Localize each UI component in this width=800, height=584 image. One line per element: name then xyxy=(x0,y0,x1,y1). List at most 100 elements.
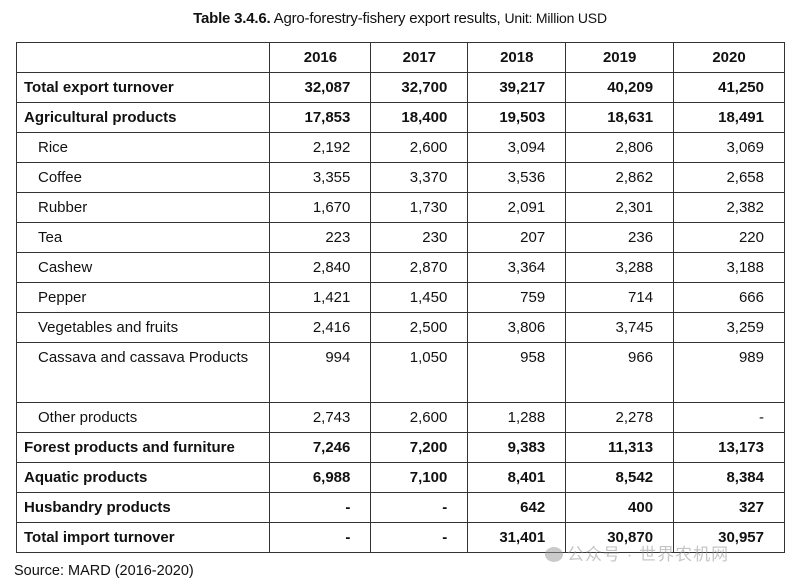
value-cell: 1,288 xyxy=(467,402,567,433)
row-label: Cassava and cassava Products xyxy=(15,342,271,403)
row-label: Coffee xyxy=(15,162,271,193)
value-cell: - xyxy=(269,492,372,523)
value-cell: 230 xyxy=(370,222,469,253)
row-label: Other products xyxy=(15,402,271,433)
row-label: Husbandry products xyxy=(15,492,271,523)
value-cell: 30,870 xyxy=(565,522,675,553)
value-cell: 18,631 xyxy=(565,102,675,133)
value-cell: 207 xyxy=(467,222,567,253)
value-cell: 714 xyxy=(565,282,675,313)
value-cell: 6,988 xyxy=(269,462,372,493)
value-cell: 1,421 xyxy=(269,282,372,313)
value-cell: 994 xyxy=(269,342,372,403)
value-cell: - xyxy=(370,492,469,523)
row-label: Cashew xyxy=(15,252,271,283)
table-row: Coffee 3,355 3,370 3,536 2,862 2,658 xyxy=(15,162,785,193)
table-row: Pepper 1,421 1,450 759 714 666 xyxy=(15,282,785,313)
value-cell: 18,491 xyxy=(673,102,785,133)
header-cell: 2019 xyxy=(565,42,675,73)
value-cell: 2,278 xyxy=(565,402,675,433)
value-cell: 3,288 xyxy=(565,252,675,283)
table-row: Vegetables and fruits 2,416 2,500 3,806 3,74… xyxy=(15,312,785,343)
row-label: Forest products and furniture xyxy=(15,432,271,463)
value-cell: 41,250 xyxy=(673,72,785,103)
watermark: 公众号 · 世界农机网 xyxy=(545,540,729,565)
table-row: Husbandry products - -642 400 327 xyxy=(15,492,785,523)
value-cell: 1,450 xyxy=(370,282,469,313)
value-cell: 30,957 xyxy=(673,522,785,553)
table-row: Total export turnover 32,087 32,700 39,217 4… xyxy=(15,72,785,103)
table-row: Other products 2,743 2,600 1,288 2,278- xyxy=(15,402,785,433)
value-cell: 18,400 xyxy=(370,102,469,133)
value-cell: 3,069 xyxy=(673,132,785,163)
value-cell: 3,364 xyxy=(467,252,567,283)
row-label: Tea xyxy=(15,222,271,253)
value-cell: 3,094 xyxy=(467,132,567,163)
value-cell: 966 xyxy=(565,342,675,403)
value-cell: 2,091 xyxy=(467,192,567,223)
value-cell: 17,853 xyxy=(269,102,372,133)
watermark-text: 公众号 · 世界农机网 xyxy=(567,545,730,564)
row-label: Aquatic products xyxy=(15,462,271,493)
value-cell: 3,806 xyxy=(467,312,567,343)
table-row: Total import turnover - -31,401 30,870 30,95… xyxy=(15,522,785,553)
value-cell: - xyxy=(269,522,372,553)
value-cell: 2,382 xyxy=(673,192,785,223)
header-cell: 2020 xyxy=(673,42,785,73)
value-cell: 327 xyxy=(673,492,785,523)
row-label: Pepper xyxy=(15,282,271,313)
table-caption: Table 3.4.6. Agro-forestry-fishery expor… xyxy=(0,10,800,27)
value-cell: 3,536 xyxy=(467,162,567,193)
value-cell: 2,658 xyxy=(673,162,785,193)
value-cell: 8,542 xyxy=(565,462,675,493)
value-cell: 2,862 xyxy=(565,162,675,193)
value-cell: 2,192 xyxy=(269,132,372,163)
table-row: Tea 223 230 207 236 220 xyxy=(15,222,785,253)
value-cell: 3,188 xyxy=(673,252,785,283)
table-row: Cashew 2,840 2,870 3,364 3,288 3,188 xyxy=(15,252,785,283)
value-cell: 7,246 xyxy=(269,432,372,463)
value-cell: 1,670 xyxy=(269,192,372,223)
value-cell: 32,087 xyxy=(269,72,372,103)
value-cell: 989 xyxy=(673,342,785,403)
value-cell: 759 xyxy=(467,282,567,313)
value-cell: 19,503 xyxy=(467,102,567,133)
table-row: Forest products and furniture 7,246 7,200 9… xyxy=(15,432,785,463)
value-cell: 223 xyxy=(269,222,372,253)
value-cell: 2,500 xyxy=(370,312,469,343)
value-cell: 1,050 xyxy=(370,342,469,403)
value-cell: - xyxy=(370,522,469,553)
header-cell xyxy=(15,42,271,73)
table-row: Agricultural products 17,853 18,400 19,503 1… xyxy=(15,102,785,133)
value-cell: 9,383 xyxy=(467,432,567,463)
value-cell: 2,743 xyxy=(269,402,372,433)
value-cell: 220 xyxy=(673,222,785,253)
value-cell: 666 xyxy=(673,282,785,313)
row-label: Rubber xyxy=(15,192,271,223)
row-label: Total import turnover xyxy=(15,522,271,553)
value-cell: 1,730 xyxy=(370,192,469,223)
value-cell: 3,745 xyxy=(565,312,675,343)
value-cell: 400 xyxy=(565,492,675,523)
value-cell: 3,370 xyxy=(370,162,469,193)
value-cell: 32,700 xyxy=(370,72,469,103)
value-cell: 236 xyxy=(565,222,675,253)
export-results-table: 2016 2017 2018 2019 2020 Total export tu… xyxy=(15,42,785,553)
header-cell: 2018 xyxy=(467,42,567,73)
table-row: Rubber 1,670 1,730 2,091 2,301 2,382 xyxy=(15,192,785,223)
table-number: Table 3.4.6. xyxy=(193,10,271,27)
row-label: Rice xyxy=(15,132,271,163)
source-note: Source: MARD (2016-2020) xyxy=(14,563,194,579)
value-cell: - xyxy=(673,402,785,433)
table-row: Rice 2,192 2,600 3,094 2,806 3,069 xyxy=(15,132,785,163)
value-cell: 8,384 xyxy=(673,462,785,493)
value-cell: 2,600 xyxy=(370,132,469,163)
table-title: Agro-forestry-fishery export results, xyxy=(273,10,501,27)
value-cell: 2,600 xyxy=(370,402,469,433)
value-cell: 8,401 xyxy=(467,462,567,493)
value-cell: 2,870 xyxy=(370,252,469,283)
wechat-icon xyxy=(545,547,563,562)
value-cell: 7,100 xyxy=(370,462,469,493)
value-cell: 11,313 xyxy=(565,432,675,463)
header-cell: 2016 xyxy=(269,42,372,73)
